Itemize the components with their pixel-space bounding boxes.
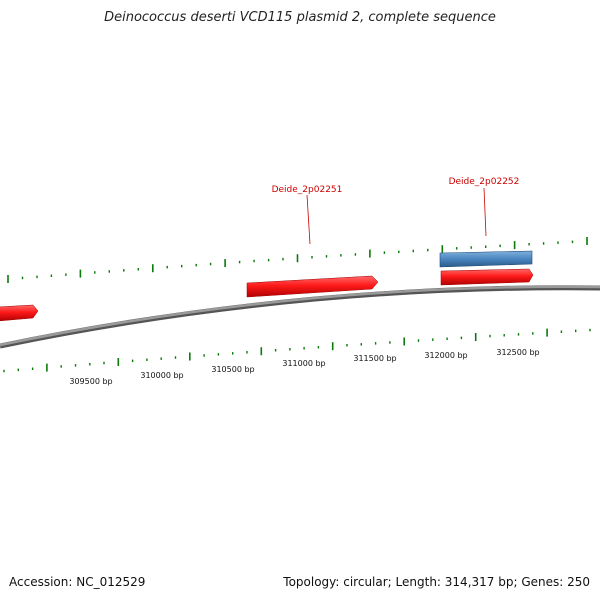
tick-label: 312500 bp (496, 348, 539, 357)
gene-label: Deide_2p02251 (272, 185, 343, 195)
gene-right-forward[interactable] (440, 268, 534, 286)
gene-deide-2p02251[interactable]: Deide_2p02251 (246, 185, 379, 298)
tick-label: 311000 bp (282, 359, 325, 368)
inner-tick-row (3, 328, 591, 373)
tick-label-row: 309500 bp 310000 bp 310500 bp 311000 bp … (69, 348, 539, 386)
gene-arrow[interactable] (440, 268, 534, 286)
gene-label: Deide_2p02252 (449, 177, 520, 187)
tick-label: 309500 bp (69, 377, 112, 386)
gene-box[interactable] (439, 250, 533, 268)
gene-arrow[interactable] (0, 304, 39, 322)
accession-text: Accession: NC_012529 (9, 575, 146, 589)
tick-label: 310500 bp (211, 365, 254, 374)
gene-label-leader (306, 194, 311, 245)
map-title: Deinococcus deserti VCD115 plasmid 2, co… (104, 10, 496, 25)
sequence-summary: Topology: circular; Length: 314,317 bp; … (283, 575, 590, 589)
tick-label: 310000 bp (140, 371, 183, 380)
gene-deide-2p02252[interactable]: Deide_2p02252 (439, 177, 533, 268)
tick-label: 311500 bp (353, 354, 396, 363)
backbone-shadow (0, 285, 600, 349)
outer-tick-row (7, 237, 588, 283)
backbone (0, 285, 600, 347)
tick-label: 312000 bp (424, 351, 467, 360)
gene-arrow[interactable] (246, 275, 379, 298)
gene-label-leader (483, 187, 487, 237)
gene-left-partial[interactable] (0, 304, 39, 322)
